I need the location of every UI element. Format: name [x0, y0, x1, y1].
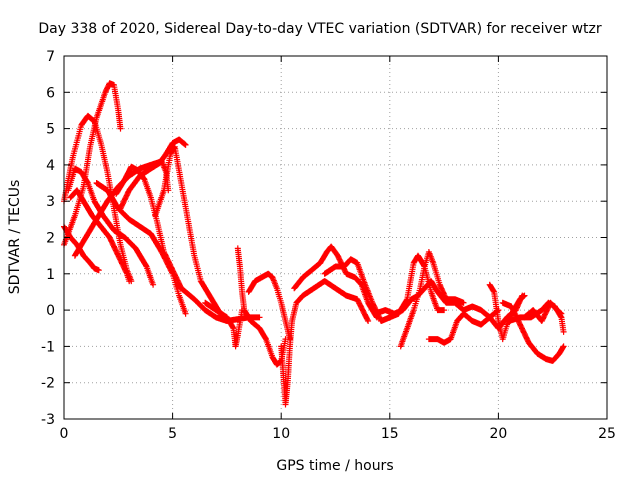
y-tick-label: -2 [41, 376, 55, 392]
series-arc-17 [321, 256, 393, 324]
data-point-markers [113, 163, 185, 292]
y-tick-label: -1 [41, 339, 55, 355]
y-tick-label: 6 [46, 85, 55, 101]
data-point-markers [291, 243, 380, 321]
series-arc-25 [521, 299, 565, 324]
data-point-markers [521, 299, 565, 324]
x-axis-label: GPS time / hours [276, 458, 393, 474]
data-point-markers [486, 281, 528, 343]
series-arc-9 [117, 136, 189, 212]
axes: 0 5 10 15 20 25 -3 -2 -1 0 1 2 3 4 5 6 7 [41, 49, 616, 442]
x-tick-label: 20 [489, 426, 507, 442]
y-tick-label: 3 [46, 194, 55, 210]
series-arc-8 [113, 163, 185, 292]
data-layer [61, 80, 567, 408]
data-point-markers [321, 256, 393, 324]
series-arc-14 [245, 270, 293, 343]
x-tick-label: 25 [598, 426, 616, 442]
x-tick-label: 5 [168, 426, 177, 442]
y-tick-label: 4 [46, 158, 55, 174]
x-tick-label: 0 [60, 426, 69, 442]
y-tick-label: -3 [41, 412, 55, 428]
plot-frame [63, 55, 608, 420]
y-tick-label: 7 [46, 49, 55, 65]
series-arc-4 [65, 165, 157, 288]
y-tick-label: 5 [46, 122, 55, 138]
y-axis-label: SDTVAR / TECUs [7, 180, 23, 295]
series-arc-12 [202, 299, 246, 350]
data-point-markers [397, 249, 467, 350]
series-arc-20 [397, 249, 467, 350]
y-tick-label: 0 [46, 303, 55, 319]
data-point-markers [245, 270, 293, 343]
grid [64, 56, 607, 419]
chart-title: Day 338 of 2020, Sidereal Day-to-day VTE… [38, 21, 602, 37]
x-tick-label: 10 [272, 426, 290, 442]
series-arc-15 [278, 278, 372, 408]
series-arc-22 [486, 281, 528, 343]
data-point-markers [65, 165, 157, 288]
series-arc-16 [291, 243, 380, 321]
x-tick-label: 15 [381, 426, 399, 442]
data-point-markers [278, 278, 372, 408]
data-point-markers [202, 299, 246, 350]
y-tick-label: 2 [46, 231, 55, 247]
data-point-markers [117, 136, 189, 212]
y-tick-label: 1 [46, 267, 55, 283]
